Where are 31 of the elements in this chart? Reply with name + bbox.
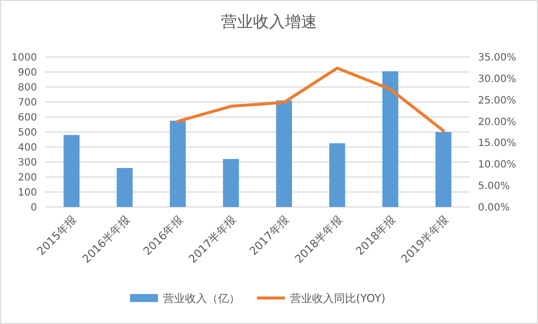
y-tick-label: 200 — [18, 172, 37, 184]
bar — [276, 100, 292, 207]
y-tick-label: 0 — [30, 202, 37, 214]
y-tick-label: 400 — [18, 142, 37, 154]
y2-tick-label: 10.00% — [478, 160, 516, 171]
bar — [116, 168, 133, 207]
bar — [382, 71, 398, 207]
y2-tick-label: 35.00% — [478, 52, 516, 64]
y-tick-label: 900 — [18, 68, 37, 78]
line-series — [176, 66, 445, 132]
y-tick-label: 600 — [18, 112, 37, 124]
y2-tick-label: 25.00% — [478, 95, 516, 106]
legend-label: 营业收入同比(YOY) — [290, 292, 386, 305]
legend-label: 营业收入（亿） — [163, 292, 240, 305]
bar — [170, 120, 186, 207]
chart-title: 营业收入增速 — [221, 12, 317, 31]
y2-tick-label: 5.00% — [478, 181, 510, 192]
y-tick-label: 700 — [18, 98, 37, 108]
y-tick-label: 300 — [18, 158, 37, 168]
bar — [329, 143, 346, 207]
bar — [222, 159, 239, 207]
y2-tick-label: 30.00% — [478, 74, 516, 85]
y-tick-label: 1000 — [12, 52, 37, 64]
y-tick-label: 800 — [18, 82, 37, 94]
y-tick-label: 500 — [18, 128, 37, 138]
y-tick-label: 100 — [18, 188, 37, 198]
bar — [435, 132, 452, 207]
bar — [64, 135, 80, 207]
y2-tick-label: 20.00% — [478, 116, 516, 128]
y2-tick-label: 15.00% — [478, 138, 516, 150]
y2-tick-label: 0.00% — [478, 202, 510, 214]
